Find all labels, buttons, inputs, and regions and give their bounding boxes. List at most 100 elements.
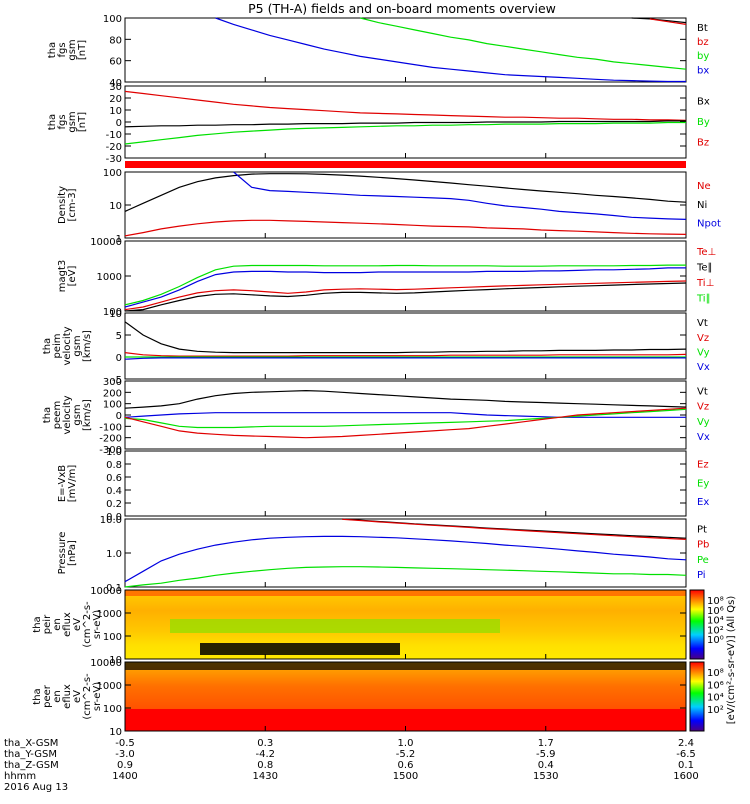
ytick-label: 1.0 [106, 549, 122, 560]
ytick-label: 1 [116, 234, 122, 245]
ytick-label: 10000 [90, 237, 122, 248]
legend-pressure: Pt [697, 525, 707, 536]
ylabel-line: tha [47, 42, 58, 58]
footer-value: -5.9 [536, 749, 556, 760]
ytick-label: -30 [106, 154, 122, 165]
series-peem-velocity-Vx [124, 412, 686, 418]
legend-efield: Ex [697, 497, 709, 508]
ytick-label: 100 [103, 704, 122, 715]
ylabel-line: (cm^2-s- [82, 601, 93, 648]
series-peim-velocity-Vt [124, 321, 687, 354]
ylabel-line: [km/s] [82, 330, 93, 362]
footer-value: -4.2 [255, 749, 275, 760]
ytick-label: 10.0 [100, 515, 122, 526]
footer-date: 2016 Aug 13 [4, 782, 68, 793]
series-density-Npot [233, 171, 687, 220]
legend-fgs-mag: bz [697, 37, 709, 48]
ytick-label: 300 [103, 377, 122, 388]
ylabel-line: fgs [57, 114, 68, 129]
panel-frame [124, 450, 687, 517]
series-peem-velocity-Vz [124, 407, 687, 439]
ylabel-line: tha [47, 114, 58, 130]
ylabel-line: peem [52, 401, 63, 429]
colorbar-tick: 10⁶ [707, 680, 724, 691]
legend-peim-velocity: Vt [697, 318, 708, 329]
footer-value: 2.4 [678, 738, 694, 749]
footer-row-label: tha_Y-GSM [4, 749, 57, 760]
ytick-label: 0.4 [106, 486, 122, 497]
series-density-Ne [124, 219, 687, 237]
panel-peim-velocity: 10 5 0 -5 tha peim velocity gsm [km/s] Vt Vz Vy Vx [42, 309, 710, 386]
panel-fgs-mag: 100 80 60 40 tha fgs gsm [nT] Bt bz by bx [47, 14, 709, 89]
series-fgs-comp-By [124, 121, 686, 145]
spectrogram-bottom-band [125, 709, 686, 731]
spectrogram-top-band [125, 590, 686, 596]
legend-fgs-comp: Bx [697, 97, 710, 108]
ytick-label: -300 [99, 445, 122, 456]
colorbar-tick: 10⁴ [707, 693, 724, 704]
footer-value: 1430 [253, 771, 278, 782]
legend-peem-velocity: Vt [697, 387, 708, 398]
ylabel-line: tha [42, 338, 53, 354]
legend-peem-velocity: Vy [697, 417, 710, 428]
ylabel-line: sr-eV) [92, 682, 103, 711]
legend-peem-velocity: Vx [697, 432, 710, 443]
footer-value: 0.6 [398, 760, 414, 771]
footer-value: 1500 [393, 771, 418, 782]
ylabel-line: Density [57, 186, 68, 224]
ylabel-line: [cm-3] [67, 188, 78, 221]
series-pressure-Pb [342, 518, 687, 540]
ytick-label: 200 [103, 388, 122, 399]
ytick-label: 5 [116, 331, 122, 342]
ytick-label: -100 [99, 422, 122, 433]
legend-fgs-mag: Bt [697, 23, 708, 34]
series-fgs-comp-Bx [124, 120, 686, 128]
ytick-label: 100 [103, 632, 122, 643]
ytick-label: -200 [99, 434, 122, 445]
footer-value: -0.5 [115, 738, 135, 749]
series-temperature-Te⊥ [124, 280, 687, 311]
footer-value: 1530 [533, 771, 558, 782]
footer-value: 1400 [112, 771, 137, 782]
panel-peir-spec: 10000 1000 100 10 tha peir en eflux eV (cm^2-s-sr… [32, 586, 724, 666]
ytick-label: 0.0 [106, 512, 122, 523]
legend-fgs-comp: Bz [697, 138, 709, 149]
ylabel-line: tha [32, 688, 43, 704]
ytick-label: 10 [109, 309, 122, 320]
ylabel-line: Pressure [57, 532, 68, 575]
ytick-label: 10 [109, 106, 122, 117]
panel-frame [124, 240, 687, 312]
ylabel-line: [eV] [67, 266, 78, 287]
series-peem-velocity-Vy [124, 408, 687, 429]
ylabel-line: gsm [72, 404, 83, 425]
legend-temperature: Te∥ [696, 263, 713, 274]
series-peem-velocity-Vt [124, 389, 687, 409]
ytick-label: 0 [116, 118, 122, 129]
colorbar-label: [eV/(cm²-s-sr-eV)] (All Qs) [726, 596, 737, 725]
series-fgs-mag-by [360, 17, 687, 70]
ylabel-line: magt3 [57, 260, 68, 293]
colorbar-tick: 10⁴ [707, 616, 724, 627]
ylabel-line: velocity [62, 326, 73, 365]
series-peim-velocity-Vx [124, 357, 686, 360]
ylabel-line: gsm [67, 111, 78, 132]
ytick-label: 0.8 [106, 460, 122, 471]
ytick-label: 0.2 [106, 499, 122, 510]
legend-peim-velocity: Vx [697, 362, 710, 373]
panel-pressure: 10.0 1.0 0.1 Pressure [nPa] Pt Pb Pe Pi [57, 515, 709, 594]
ytick-label: 60 [109, 57, 122, 68]
legend-fgs-comp: By [697, 117, 710, 128]
ytick-label: 1000 [97, 609, 122, 620]
legend-pressure: Pi [697, 570, 706, 581]
legend-peim-velocity: Vz [697, 333, 709, 344]
panel-density: 100 10 1 Density [cm-3] Ne Ni Npot [57, 168, 721, 245]
ylabel-line: peer [42, 684, 53, 708]
spectrogram-gap [200, 643, 400, 655]
footer-row-label: tha_X-GSM [4, 738, 58, 749]
footer-value: -6.5 [676, 749, 696, 760]
legend-fgs-mag: bx [697, 65, 709, 76]
legend-temperature: Te⊥ [696, 247, 716, 258]
ytick-label: 100 [103, 307, 122, 318]
